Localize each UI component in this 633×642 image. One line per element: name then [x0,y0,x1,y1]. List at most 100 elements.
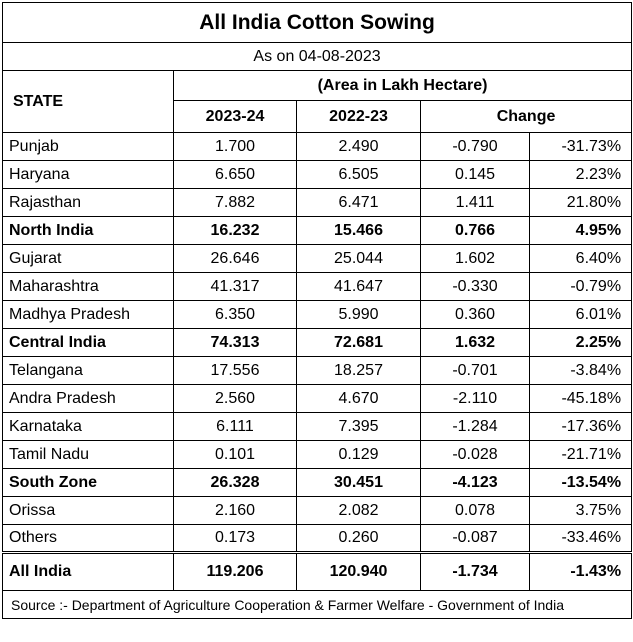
previous-year-value: 15.466 [296,216,421,245]
previous-year-value: 41.647 [296,272,421,301]
current-year-value: 6.111 [173,412,297,441]
state-name-cell: Rajasthan [2,188,174,217]
change-value: -4.123 [420,468,530,497]
current-year-value: 2.160 [173,496,297,525]
state-name-cell: Orissa [2,496,174,525]
change-value: -0.790 [420,132,530,161]
header-row-1: STATE (Area in Lakh Hectare) [2,70,633,133]
current-year-value: 2.560 [173,384,297,413]
subtotal-row: South Zone 26.328 30.451 -4.123 -13.54% [2,468,633,497]
change-value: -0.330 [420,272,530,301]
previous-year-value: 25.044 [296,244,421,273]
total-row: All India 119.206 120.940 -1.734 -1.43% [2,551,633,591]
state-name-cell: Others [2,524,174,553]
change-percent: -0.79% [528,272,633,301]
state-name-cell: Andra Pradesh [2,384,174,413]
change-percent: -45.18% [528,384,633,413]
current-year-value: 1.700 [173,132,297,161]
previous-year-value: 4.670 [296,384,421,413]
previous-year-value: 2.082 [296,496,421,525]
table-row: Others 0.173 0.260 -0.087 -33.46% [2,524,633,553]
total-state-cell: All India [2,551,174,591]
state-name-cell: Punjab [2,132,174,161]
table-row: Andra Pradesh 2.560 4.670 -2.110 -45.18% [2,384,633,413]
current-year-value: 6.350 [173,300,297,329]
subtotal-row: Central India 74.313 72.681 1.632 2.25% [2,328,633,357]
change-value: 0.360 [420,300,530,329]
change-percent: 4.95% [528,216,633,245]
previous-year-value: 0.129 [296,440,421,469]
previous-year-value: 5.990 [296,300,421,329]
source-note: Source :- Department of Agriculture Coop… [1,590,633,619]
previous-year-header: 2022-23 [296,100,421,133]
change-value: 1.602 [420,244,530,273]
change-value: 0.078 [420,496,530,525]
current-year-value: 6.650 [173,160,297,189]
change-percent: -17.36% [528,412,633,441]
state-name-cell: Maharashtra [2,272,174,301]
subtotal-row: North India 16.232 15.466 0.766 4.95% [2,216,633,245]
as-on-row: As on 04-08-2023 [1,42,633,71]
table-row: Punjab 1.700 2.490 -0.790 -31.73% [2,132,633,161]
state-name-cell: Madhya Pradesh [2,300,174,329]
state-column-header: STATE [2,70,174,133]
change-value: 0.766 [420,216,530,245]
state-name-cell: South Zone [2,468,174,497]
change-value: -2.110 [420,384,530,413]
cotton-sowing-table-container: All India Cotton Sowing As on 04-08-2023… [1,2,633,619]
previous-year-value: 18.257 [296,356,421,385]
table-row: Karnataka 6.111 7.395 -1.284 -17.36% [2,412,633,441]
change-percent: 6.40% [528,244,633,273]
previous-year-value: 30.451 [296,468,421,497]
change-value: -0.028 [420,440,530,469]
table-row: Haryana 6.650 6.505 0.145 2.23% [2,160,633,189]
change-percent: -13.54% [528,468,633,497]
current-year-header: 2023-24 [173,100,297,133]
table-row: Orissa 2.160 2.082 0.078 3.75% [2,496,633,525]
table-row: Maharashtra 41.317 41.647 -0.330 -0.79% [2,272,633,301]
table-row: Rajasthan 7.882 6.471 1.411 21.80% [2,188,633,217]
total-change-percent: -1.43% [528,551,633,591]
change-percent: 2.23% [528,160,633,189]
change-percent: -31.73% [528,132,633,161]
cotton-sowing-table: All India Cotton Sowing As on 04-08-2023… [1,2,633,619]
previous-year-value: 2.490 [296,132,421,161]
current-year-value: 17.556 [173,356,297,385]
previous-year-value: 6.471 [296,188,421,217]
total-current-value: 119.206 [173,551,297,591]
current-year-value: 7.882 [173,188,297,217]
table-title: All India Cotton Sowing [1,2,633,43]
table-row: Telangana 17.556 18.257 -0.701 -3.84% [2,356,633,385]
change-value: -0.701 [420,356,530,385]
total-previous-value: 120.940 [296,551,421,591]
state-name-cell: Haryana [2,160,174,189]
previous-year-value: 6.505 [296,160,421,189]
current-year-value: 74.313 [173,328,297,357]
total-change-value: -1.734 [420,551,530,591]
previous-year-value: 0.260 [296,524,421,553]
change-header: Change [419,100,633,133]
change-value: -1.284 [420,412,530,441]
state-name-cell: Karnataka [2,412,174,441]
current-year-value: 26.646 [173,244,297,273]
current-year-value: 16.232 [173,216,297,245]
source-row: Source :- Department of Agriculture Coop… [1,590,633,619]
state-name-cell: Telangana [2,356,174,385]
change-value: 0.145 [420,160,530,189]
state-name-cell: Tamil Nadu [2,440,174,469]
current-year-value: 26.328 [173,468,297,497]
state-name-cell: North India [2,216,174,245]
unit-header: (Area in Lakh Hectare) [172,70,633,101]
table-row: Tamil Nadu 0.101 0.129 -0.028 -21.71% [2,440,633,469]
state-name-cell: Gujarat [2,244,174,273]
table-row: Madhya Pradesh 6.350 5.990 0.360 6.01% [2,300,633,329]
state-name-cell: Central India [2,328,174,357]
change-percent: 21.80% [528,188,633,217]
change-value: 1.411 [420,188,530,217]
change-percent: -33.46% [528,524,633,553]
change-percent: 6.01% [528,300,633,329]
current-year-value: 41.317 [173,272,297,301]
header-row-2: 2023-24 2022-23 Change [3,100,633,133]
change-percent: 2.25% [528,328,633,357]
table-row: Gujarat 26.646 25.044 1.602 6.40% [2,244,633,273]
